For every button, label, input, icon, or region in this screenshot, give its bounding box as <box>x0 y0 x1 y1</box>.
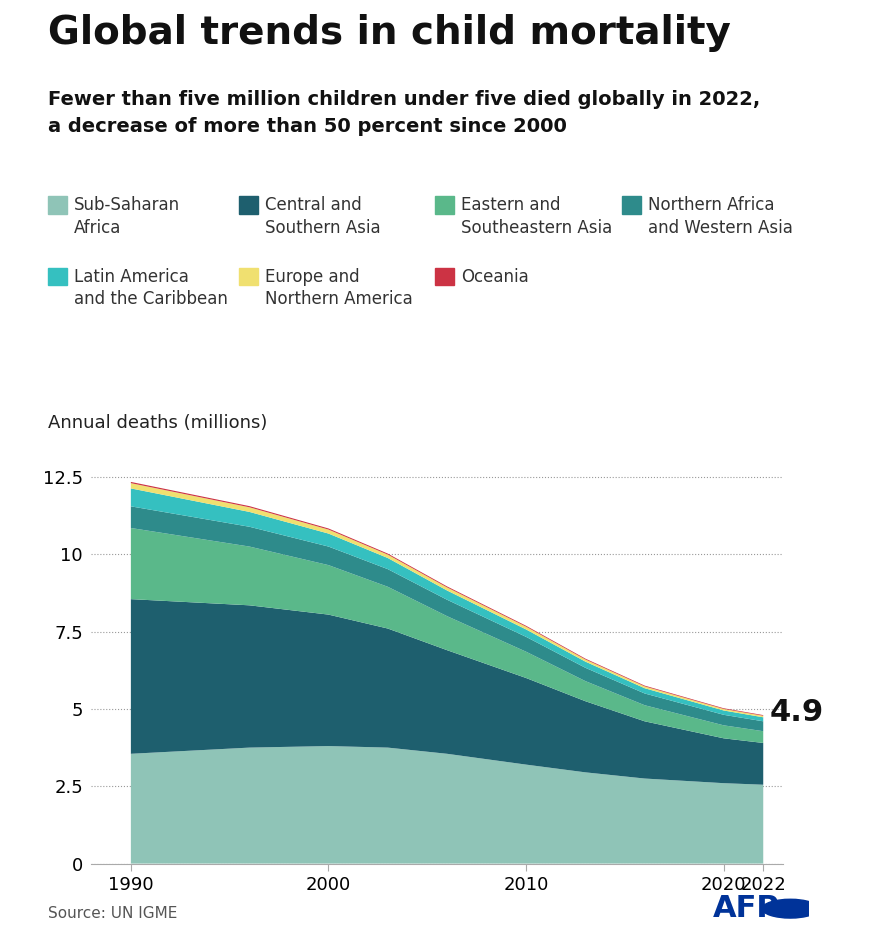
Text: Eastern and
Southeastern Asia: Eastern and Southeastern Asia <box>461 196 612 236</box>
Text: 4.9: 4.9 <box>768 698 822 727</box>
Text: Source: UN IGME: Source: UN IGME <box>48 905 177 921</box>
Text: AFP: AFP <box>713 894 779 923</box>
Text: Latin America
and the Caribbean: Latin America and the Caribbean <box>74 268 228 307</box>
Text: Europe and
Northern America: Europe and Northern America <box>265 268 413 307</box>
Text: Central and
Southern Asia: Central and Southern Asia <box>265 196 381 236</box>
Text: Northern Africa
and Western Asia: Northern Africa and Western Asia <box>647 196 793 236</box>
Text: Global trends in child mortality: Global trends in child mortality <box>48 14 730 52</box>
Text: Sub-Saharan
Africa: Sub-Saharan Africa <box>74 196 180 236</box>
Circle shape <box>761 900 818 918</box>
Text: Annual deaths (millions): Annual deaths (millions) <box>48 414 267 432</box>
Text: Oceania: Oceania <box>461 268 528 286</box>
Text: Fewer than five million children under five died globally in 2022,
a decrease of: Fewer than five million children under f… <box>48 90 760 136</box>
